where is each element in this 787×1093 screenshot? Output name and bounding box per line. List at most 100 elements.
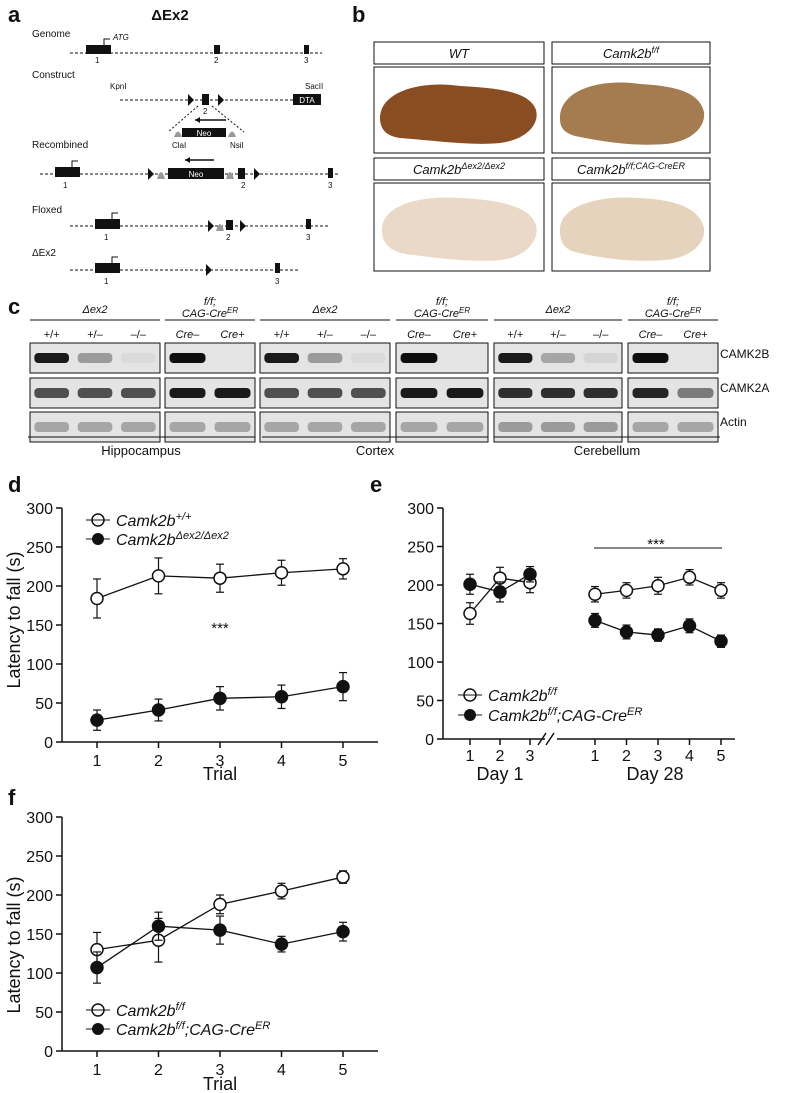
- chart-e-day28-series-1-point: [588, 587, 602, 601]
- region-label-cortex: Cortex: [356, 443, 395, 458]
- chart-e-day28-series-1-point: [682, 570, 697, 585]
- chart-e-ytick-label: 300: [407, 501, 434, 518]
- zoom-line-right: [211, 105, 245, 133]
- blot-lane-label: +/+: [274, 329, 290, 341]
- blot-band: [351, 422, 386, 432]
- chart-d-xtick-label: 2: [154, 753, 163, 770]
- blot-lane-label: Cre+: [220, 329, 245, 341]
- chart-e-day28-series-2-point: [682, 619, 697, 633]
- chart-e-significance: ***: [647, 536, 665, 553]
- chart-d-series-2-point: [213, 691, 227, 706]
- atg-arrow-icon: [111, 212, 118, 219]
- blot-band: [498, 422, 533, 432]
- frt-icon: [174, 131, 182, 137]
- blot-band: [169, 353, 206, 363]
- chart-d-xtick-label: 3: [216, 753, 225, 770]
- row-label-construct: Construct: [32, 70, 75, 81]
- loxp-triangle-icon: [218, 94, 224, 106]
- blot-band: [677, 388, 714, 398]
- chart-d-ytick-label: 200: [26, 579, 53, 596]
- chart-e-day28-series-1-point: [714, 583, 728, 598]
- chart-f-series-2-point: [213, 923, 227, 937]
- atg-arrow-icon: [71, 160, 78, 167]
- chart-d-xtick-label: 4: [277, 753, 286, 770]
- blot-group-label: f/f;: [667, 296, 679, 308]
- chart-e-ytick-label: 150: [407, 617, 434, 634]
- zoom-line-left: [167, 105, 199, 133]
- legend-d-1: Camk2b+/+: [116, 511, 192, 530]
- loxp-triangle-icon: [240, 220, 246, 232]
- brain-section-image-wt: [380, 84, 537, 144]
- floxed-exon-1: [95, 219, 120, 229]
- dex2-exon-1: [95, 263, 120, 273]
- blot-lane-label: +/–: [550, 329, 566, 341]
- panel-d: d Latency to fall (s) Trial *** 05010015…: [4, 472, 378, 784]
- chart-e-xtick-label: 1: [591, 748, 600, 765]
- blot-band: [540, 422, 576, 432]
- atg-label: ATG: [112, 33, 129, 42]
- blot-band: [540, 353, 576, 363]
- chart-d-series-2-point: [274, 690, 289, 704]
- blot-band: [446, 388, 484, 398]
- chart-f-ytick-label: 50: [35, 1005, 53, 1022]
- blot-band: [264, 388, 299, 398]
- label-box-cre: [551, 157, 711, 181]
- sacii-label: SacII: [305, 82, 323, 91]
- chart-d-series-1-point: [274, 565, 289, 580]
- floxed-exon-3-num: 3: [306, 233, 311, 242]
- blot-band: [169, 388, 206, 398]
- blot-band: [400, 422, 438, 432]
- chart-d-series-2-point: [151, 703, 166, 717]
- row-label-floxed: Floxed: [32, 205, 62, 216]
- chart-f-series-2-point: [274, 937, 289, 951]
- blot-group-label: Δex2: [311, 304, 337, 316]
- blot-band: [351, 388, 386, 398]
- chart-e-xtick-label: 3: [526, 748, 535, 765]
- chart-f-xtick-label: 3: [216, 1062, 225, 1079]
- chart-e-ytick-label: 50: [416, 694, 434, 711]
- blot-band: [307, 353, 343, 363]
- panel-e: e 0 50 100 150 200 250 300 1 2 3 1 2 3 4 5 *** Day 1 D…: [370, 472, 735, 784]
- region-label-cerebellum: Cerebellum: [574, 443, 640, 458]
- chart-f-xlabel: Trial: [203, 1074, 237, 1093]
- blot-band: [540, 388, 576, 398]
- clai-label: ClaI: [172, 141, 186, 150]
- blot-band: [121, 353, 156, 363]
- genome-exon-3-num: 3: [304, 56, 309, 65]
- blot-band: [677, 422, 714, 432]
- chart-d-ylabel: Latency to fall (s): [4, 551, 24, 688]
- blot-band: [77, 353, 113, 363]
- chart-f: 0 50 100 150 200 250 300 1 2 3 4 5: [26, 810, 378, 1079]
- panel-a-title: ΔEx2: [151, 7, 188, 24]
- panel-label-c: c: [8, 294, 20, 319]
- chart-f-series-1-point: [336, 870, 350, 884]
- loxp-triangle-icon: [208, 220, 214, 232]
- row-label-recombined: Recombined: [32, 140, 88, 151]
- blot-band: [498, 388, 533, 398]
- blot-lane-label: Cre+: [453, 329, 478, 341]
- chart-e-day28-series-1-point: [619, 583, 634, 598]
- blot-band: [77, 422, 113, 432]
- chart-f-ytick-label: 250: [26, 849, 53, 866]
- chart-e-day28-series-2-point: [619, 625, 634, 639]
- chart-d-ytick-label: 250: [26, 540, 53, 557]
- blot-lane-label: +/–: [87, 329, 103, 341]
- blot-band: [264, 422, 299, 432]
- chart-e-ytick-label: 100: [407, 655, 434, 672]
- blot-group-label: CAG-CreER: [645, 306, 702, 320]
- chart-f-series-2-point: [151, 919, 166, 933]
- chart-f-ytick-label: 0: [44, 1044, 53, 1061]
- chart-d-xlabel: Trial: [203, 764, 237, 784]
- floxed-exon-3: [306, 219, 311, 229]
- blot-band: [446, 422, 484, 432]
- panel-label-f: f: [8, 785, 16, 810]
- axis-break-icon: [545, 732, 555, 746]
- label-wt: WT: [449, 46, 470, 61]
- loxp-triangle-icon: [148, 168, 154, 180]
- chart-f-ytick-label: 200: [26, 888, 53, 905]
- dex2-exon-3: [275, 263, 280, 273]
- panel-label-d: d: [8, 472, 21, 497]
- legend-f-2: Camk2bf/f;CAG-CreER: [116, 1020, 270, 1039]
- chart-d-significance: ***: [211, 620, 229, 637]
